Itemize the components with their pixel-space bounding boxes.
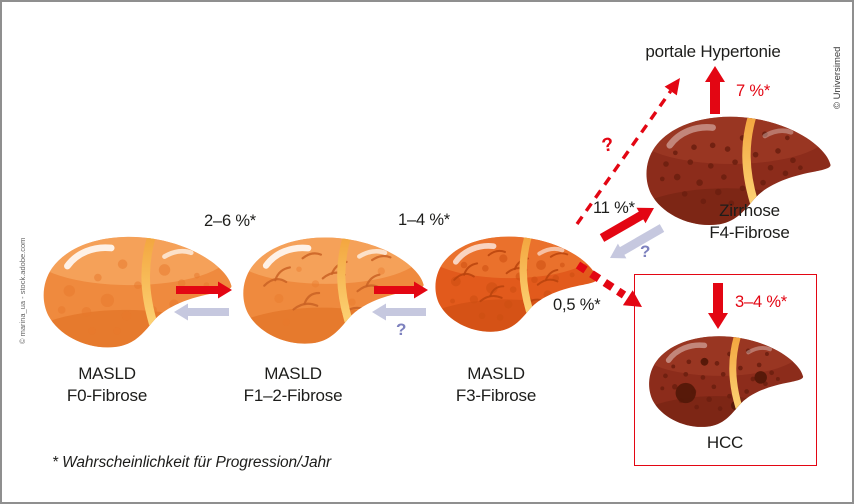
label-masld-f12-line2: F1–2-Fibrose <box>243 385 343 405</box>
rate-f3-to-f4: 11 %* <box>593 199 635 217</box>
label-zirrhose-line2: F4-Fibrose <box>709 222 790 242</box>
liver-hcc-illustration <box>642 329 806 431</box>
question-f3-to-portal-hypertension: ? <box>600 134 616 157</box>
label-masld-f0-line1: MASLD <box>78 364 136 383</box>
arrow-f4-to-portal-hypertension <box>705 66 725 114</box>
question-f4-to-f3-regression: ? <box>640 242 651 261</box>
footnote: * Wahrscheinlichkeit für Progression/Jah… <box>52 454 332 471</box>
liver-f4-illustration <box>638 108 834 229</box>
label-zirrhose-f4: Zirrhose F4-Fibrose <box>667 200 832 243</box>
label-masld-f3-line2: F3-Fibrose <box>455 385 537 405</box>
liver-f12-illustration <box>235 229 427 348</box>
label-masld-f3: MASLD F3-Fibrose <box>411 363 581 406</box>
rate-f4-to-hcc: 3–4 %* <box>735 293 788 311</box>
label-zirrhose-line1: Zirrhose <box>719 201 780 220</box>
liver-f0-illustration <box>35 228 235 352</box>
label-portale-hypertonie: portale Hypertonie <box>645 42 781 61</box>
label-masld-f0: MASLD F0-Fibrose <box>22 363 192 406</box>
question-f3-to-f12-regression: ? <box>396 320 407 339</box>
label-hcc: HCC <box>706 433 744 452</box>
rate-f12-to-f3: 1–4 %* <box>398 211 451 229</box>
label-masld-f3-line1: MASLD <box>467 364 525 383</box>
rate-f0-to-f12: 2–6 %* <box>204 212 257 230</box>
credit-publisher: © Universimed <box>832 46 843 109</box>
credit-stock-image: © marina_ua - stock.adobe.com <box>18 237 27 344</box>
label-masld-f12: MASLD F1–2-Fibrose <box>208 363 378 406</box>
label-masld-f12-line1: MASLD <box>264 364 322 383</box>
rate-f4-to-portal-hypertension: 7 %* <box>736 82 771 100</box>
label-masld-f0-line2: F0-Fibrose <box>66 385 148 405</box>
rate-f3-to-hcc: 0,5 %* <box>553 296 601 314</box>
liver-f3-illustration <box>428 229 600 335</box>
